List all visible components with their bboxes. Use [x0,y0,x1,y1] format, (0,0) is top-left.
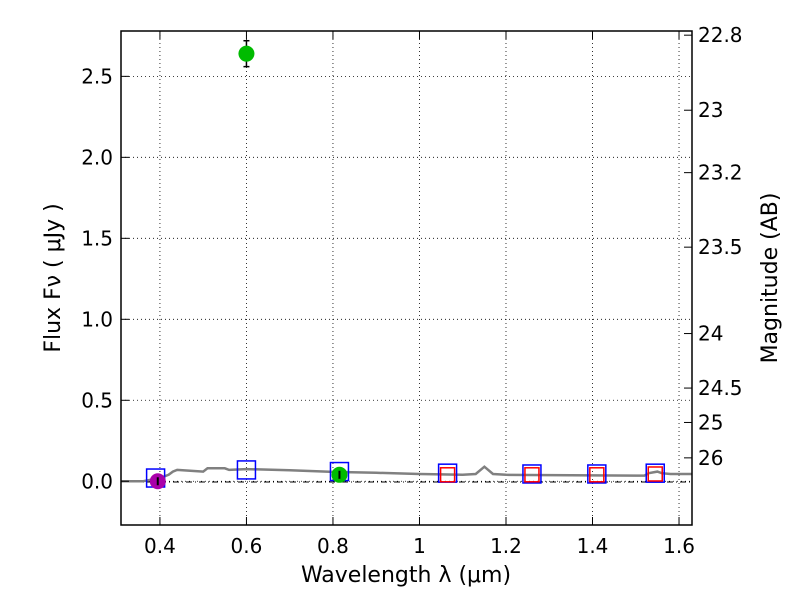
right-tick-label: 23.2 [698,161,743,185]
model-photometry-marker [522,464,542,484]
detections-marker [238,45,255,62]
x-tick-label: 1.2 [490,534,522,558]
model-photometry-marker [645,463,665,483]
y-axis-label: Flux Fν ( μJy ) [41,203,66,352]
right-tick-label: 23 [698,98,723,122]
x-tick-label: 0.4 [144,534,176,558]
y-tick-label: 2.0 [81,145,113,169]
y-tick-label: 1.0 [81,307,113,331]
right-tick-label: 24 [698,322,723,346]
x-tick-label: 1.6 [663,534,695,558]
y-tick-label: 0.0 [81,469,113,493]
observed-points-marker [439,467,456,483]
x-tick-label: 0.6 [231,534,263,558]
observed-points-marker [589,467,605,483]
right-axis-label: Magnitude (AB) [758,193,783,364]
tick-layer: 0.4 0.6 0.8 1 1.2 1.4 1.6 0.0 0.5 1.0 1.5 2.0 2.5 22.… [81,23,742,558]
right-tick-label: 23.5 [698,235,743,259]
right-tick-label: 24.5 [698,376,743,400]
observed-points-marker [647,466,663,482]
right-tick-label: 26 [698,446,723,470]
x-tick-label: 1 [413,534,426,558]
y-tick-label: 1.5 [81,226,113,250]
observed-points-marker [524,467,540,483]
x-tick-label: 1.4 [577,534,609,558]
series-layer [121,39,692,490]
right-tick-label: 22.8 [698,23,743,47]
x-tick-label: 0.8 [317,534,349,558]
right-tick-label: 25 [698,410,723,434]
plot-frame [120,30,693,526]
x-axis-label: Wavelength λ (μm) [301,563,511,588]
y-tick-label: 0.5 [81,388,113,412]
model-photometry-marker [236,460,257,480]
y-tick-label: 2.5 [81,64,113,88]
model-photometry-marker [587,464,607,484]
grid-layer [121,31,692,525]
